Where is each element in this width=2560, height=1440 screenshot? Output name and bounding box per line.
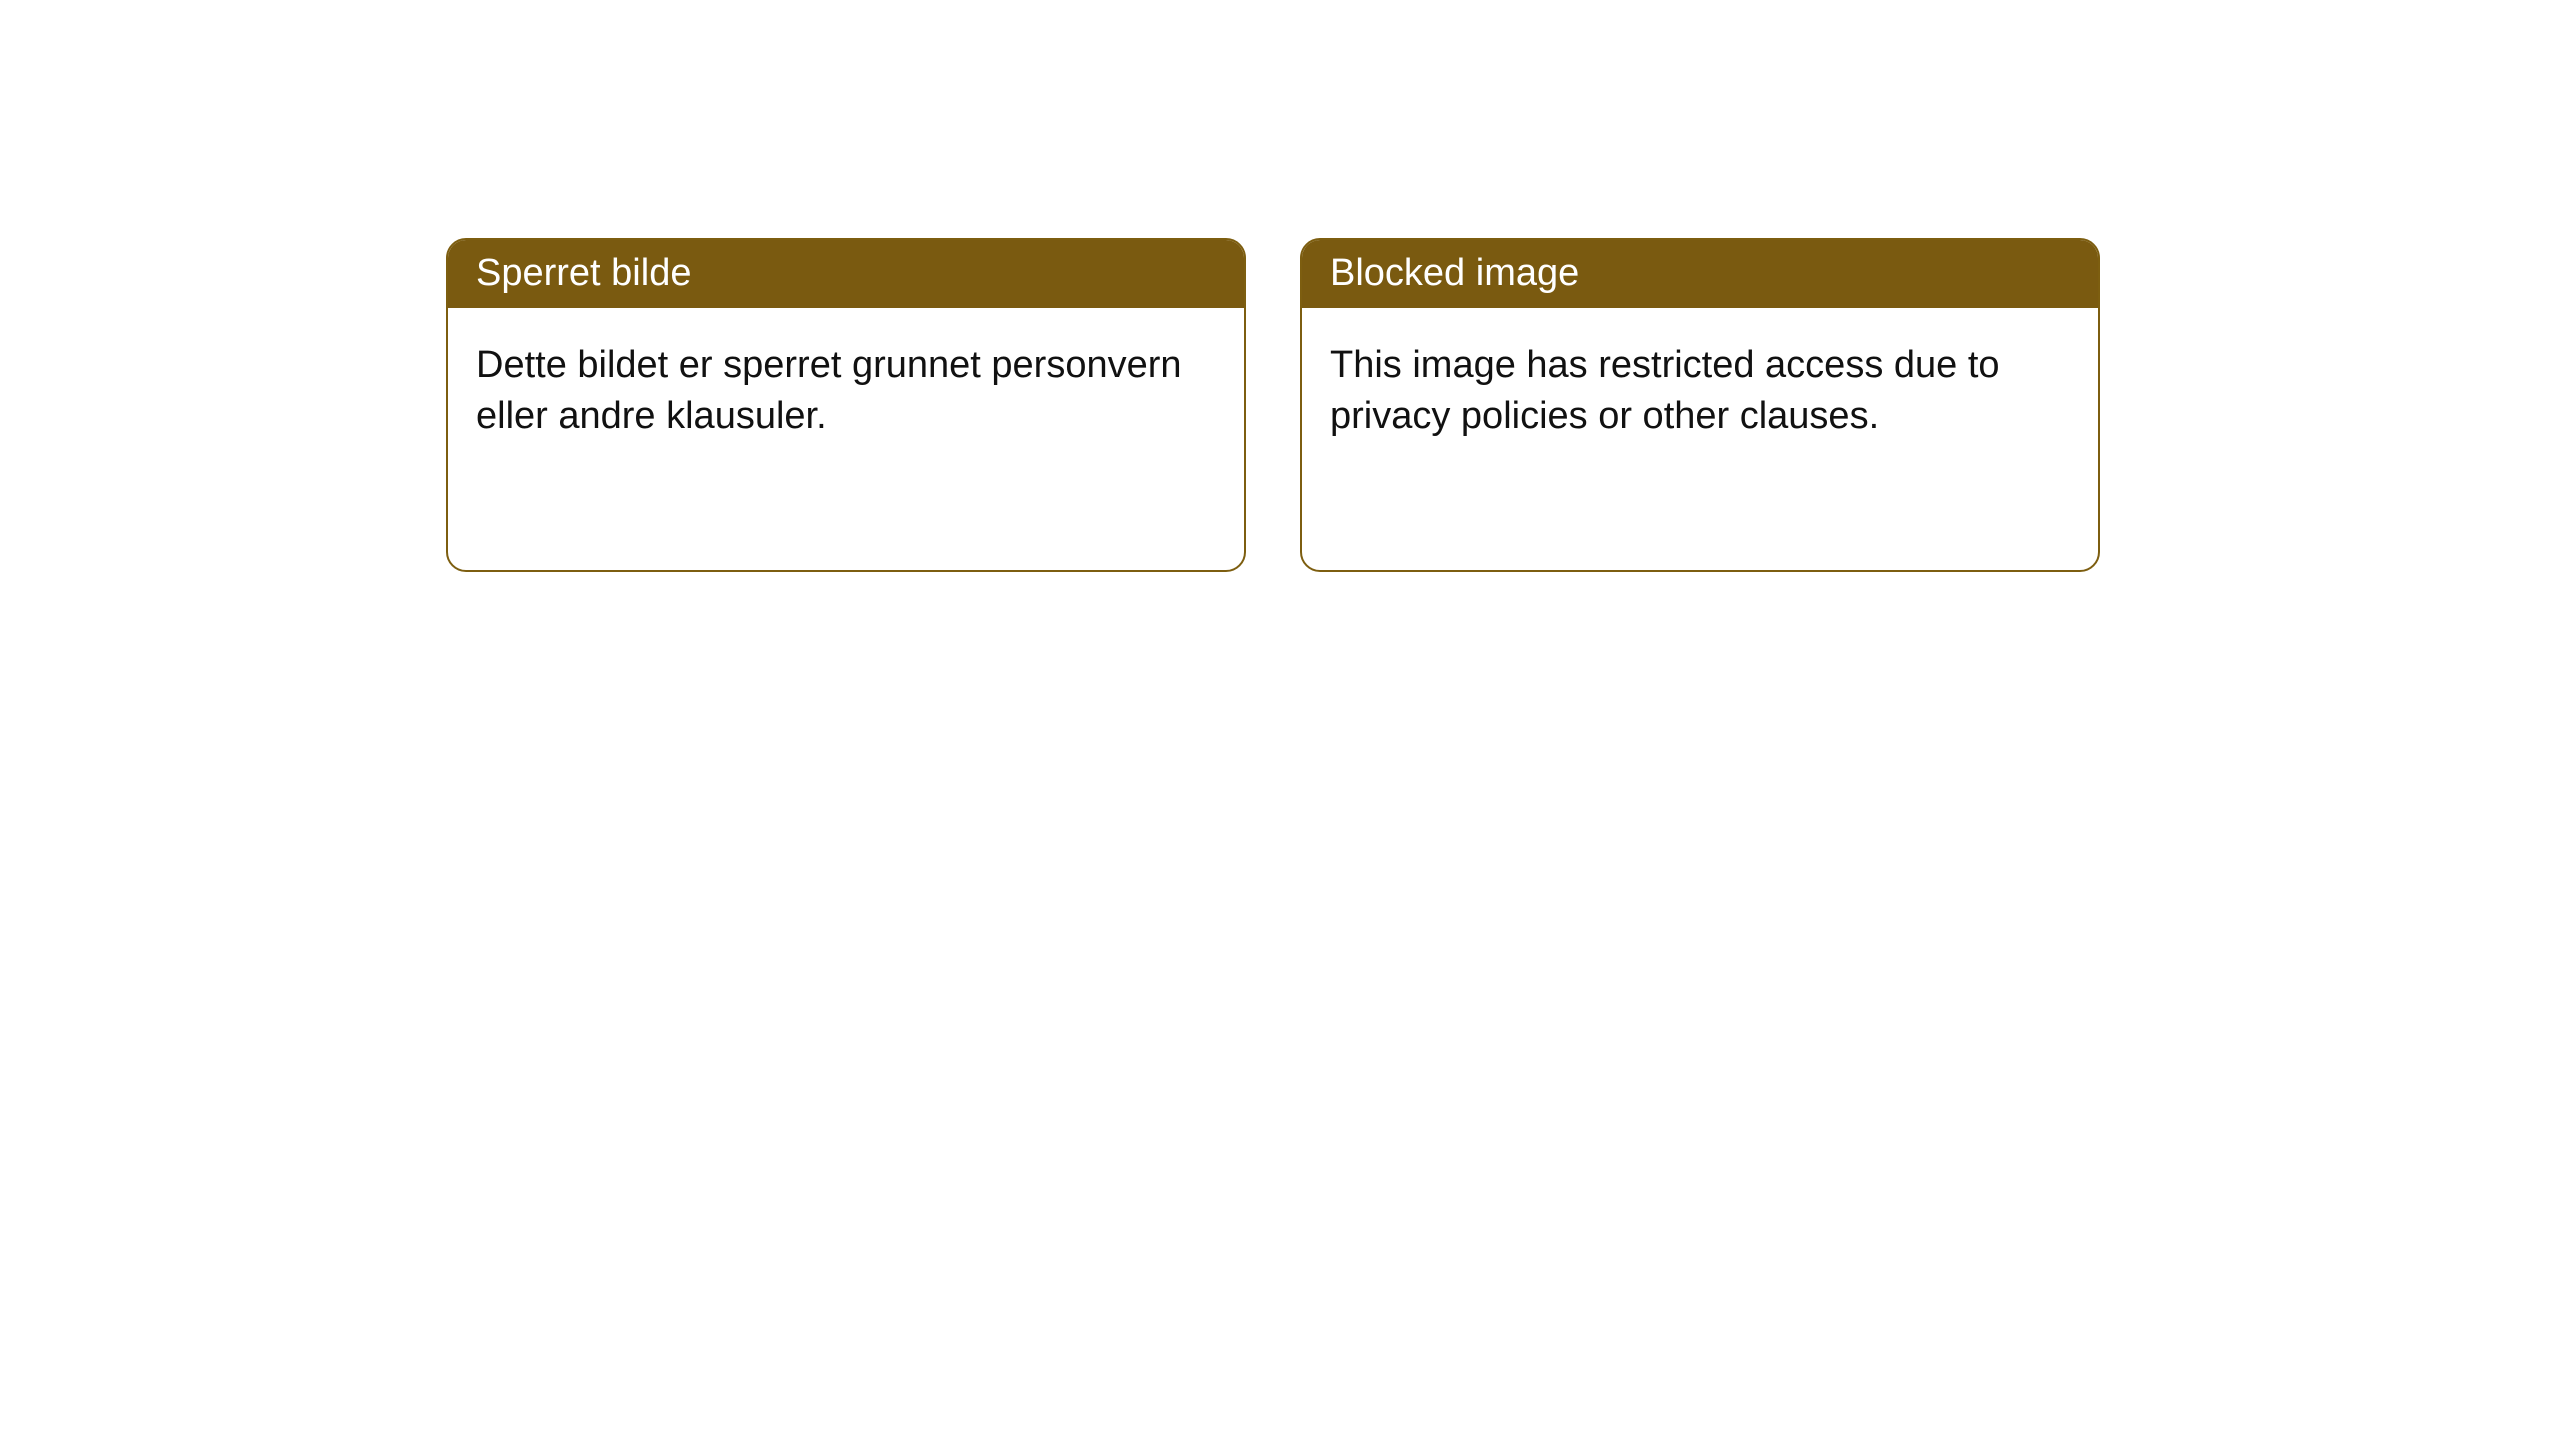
card-body: This image has restricted access due to … [1302, 308, 2098, 475]
card-header: Blocked image [1302, 240, 2098, 308]
notice-cards-row: Sperret bilde Dette bildet er sperret gr… [0, 0, 2560, 572]
notice-card-english: Blocked image This image has restricted … [1300, 238, 2100, 572]
card-text: Dette bildet er sperret grunnet personve… [476, 344, 1182, 437]
card-title: Blocked image [1330, 252, 1579, 294]
notice-card-norwegian: Sperret bilde Dette bildet er sperret gr… [446, 238, 1246, 572]
card-header: Sperret bilde [448, 240, 1244, 308]
card-body: Dette bildet er sperret grunnet personve… [448, 308, 1244, 475]
card-text: This image has restricted access due to … [1330, 344, 2000, 437]
card-title: Sperret bilde [476, 252, 691, 294]
